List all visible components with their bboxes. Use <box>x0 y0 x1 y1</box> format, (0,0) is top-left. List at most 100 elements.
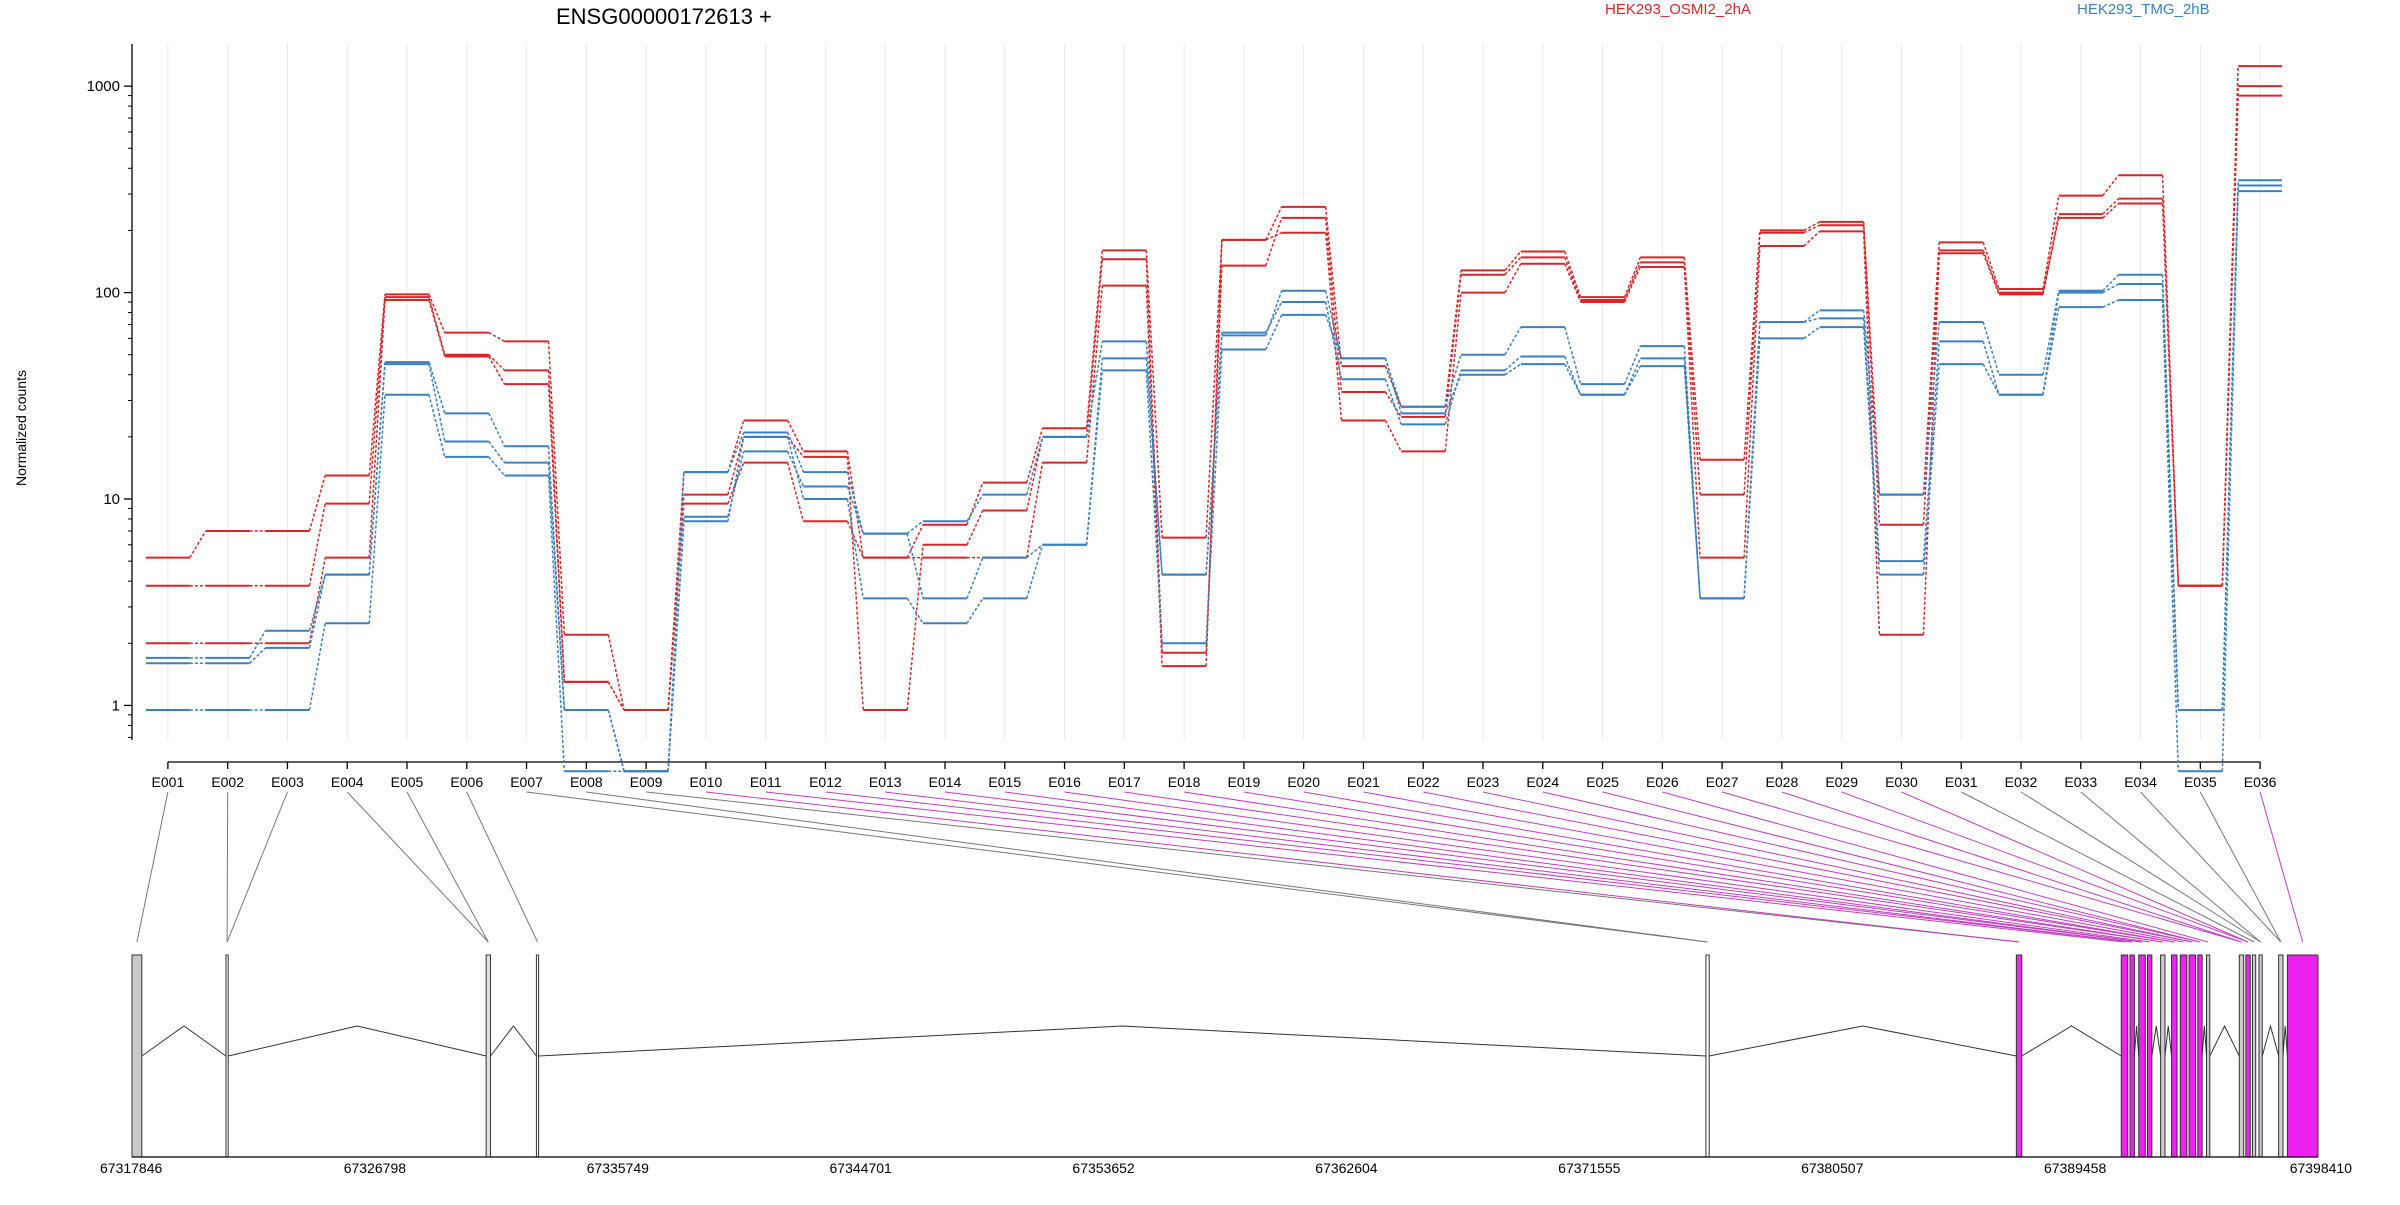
genomic-tick-label: 67380507 <box>1801 1160 1864 1176</box>
exon-connector <box>1384 379 1402 425</box>
exon-connector <box>1862 231 1881 635</box>
exon-connector <box>1623 266 1642 303</box>
exon-connector <box>1743 246 1761 558</box>
exon-connector <box>1205 239 1223 667</box>
exon-connector <box>1085 259 1104 437</box>
y-tick-label: 10 <box>103 491 120 508</box>
exon-connector-line <box>586 791 1708 943</box>
exon-label: E017 <box>1108 774 1141 790</box>
chart-title: ENSG00000172613 + <box>556 4 772 29</box>
exon-connector <box>2221 191 2239 772</box>
exon-connector <box>786 432 805 473</box>
exon-connector <box>1982 363 2000 396</box>
exon-label: E012 <box>809 774 842 790</box>
exon-connector <box>1265 314 1283 350</box>
exon-connector <box>1623 262 1642 301</box>
exon-connector <box>1564 251 1582 298</box>
exon-connector <box>1265 232 1282 241</box>
exon-connector <box>1205 332 1223 575</box>
exon-connector <box>906 520 924 535</box>
exon-connector <box>607 709 625 772</box>
exon-connector <box>1982 341 2000 395</box>
exon-connector-line <box>1781 791 2242 943</box>
y-tick-label: 100 <box>95 285 120 302</box>
intron <box>228 1025 487 1057</box>
exon-label: E019 <box>1228 774 1261 790</box>
exon-connector <box>1444 292 1462 452</box>
exon-connector-line <box>885 791 2133 943</box>
exon-connector <box>727 420 745 473</box>
exon-connector <box>1444 270 1462 407</box>
genomic-tick-label: 67335749 <box>587 1160 650 1176</box>
exon-connector <box>488 354 506 371</box>
genomic-axis: 67317846 67326798 67335749 67344701 67353652… <box>100 1156 2352 1176</box>
exon-connector <box>1504 263 1522 293</box>
exon-label: E011 <box>750 774 782 790</box>
exon-connector <box>1803 221 1821 232</box>
exon-connector-line <box>526 791 1708 943</box>
exon-connector <box>846 471 864 534</box>
exon-box <box>2120 954 2129 1158</box>
intron <box>490 1025 537 1057</box>
exon-connector <box>786 462 805 522</box>
exon-connector-line <box>2140 791 2282 943</box>
exon-connector <box>1145 259 1163 653</box>
exon-connector <box>2102 174 2120 197</box>
exon-connector <box>488 413 506 447</box>
exon-connector-line <box>1901 791 2249 943</box>
exon-connector <box>906 544 924 711</box>
exon-box <box>485 954 492 1158</box>
exon-connector <box>428 294 446 333</box>
intron <box>141 1025 227 1057</box>
exon-connector <box>1444 354 1462 407</box>
exon-connector <box>1026 428 1044 483</box>
intron <box>2201 1025 2208 1057</box>
exon-label: E014 <box>929 774 962 790</box>
exon-label: E003 <box>271 774 304 790</box>
exon-connector <box>1683 262 1701 495</box>
exon-connector <box>428 394 446 458</box>
exon-label: E031 <box>1945 774 1978 790</box>
exon-connector <box>368 299 386 558</box>
exon-connector <box>667 503 685 711</box>
exon-label: E036 <box>2244 774 2277 790</box>
exon-connector <box>1623 345 1642 385</box>
exon-connector <box>2221 185 2239 711</box>
exon-connector <box>1444 370 1462 425</box>
exon-connector-line <box>1542 791 2201 943</box>
exon-label: E016 <box>1048 774 1081 790</box>
exon-box <box>2245 954 2251 1158</box>
exon-connector-line <box>1303 791 2175 943</box>
exon-label: E007 <box>510 774 543 790</box>
exon-connector <box>1265 301 1283 333</box>
exon-connector <box>1922 341 1940 562</box>
exon-box <box>2179 954 2188 1158</box>
exon-connector <box>1324 301 1343 380</box>
exon-label: E010 <box>690 774 723 790</box>
exon-connector <box>1384 358 1402 414</box>
exon-connector <box>2102 198 2120 215</box>
exon-connector <box>428 364 446 442</box>
exon-connector <box>1683 266 1701 558</box>
intron <box>1709 1025 2017 1057</box>
exon-connector <box>1922 242 1940 495</box>
exon-connector <box>966 597 984 624</box>
exon-connector <box>1982 253 2000 295</box>
exon-connector <box>1504 256 1522 276</box>
exon-connector <box>1803 309 1821 323</box>
exon-connector <box>1803 326 1821 339</box>
exon-connector <box>308 557 326 644</box>
exon-connector <box>488 356 506 385</box>
exon-label: E018 <box>1168 774 1201 790</box>
exon-connector <box>727 432 745 473</box>
exon-connector <box>1743 338 1761 599</box>
exon-connector-line <box>406 791 489 943</box>
exon-connector-line <box>136 791 169 943</box>
exon-box <box>1705 954 1710 1158</box>
exon-label: E023 <box>1467 774 1500 790</box>
exon-connector <box>906 524 924 558</box>
exon-connector <box>1982 242 2000 290</box>
exon-connector <box>2042 217 2060 295</box>
exon-box <box>2251 954 2257 1158</box>
